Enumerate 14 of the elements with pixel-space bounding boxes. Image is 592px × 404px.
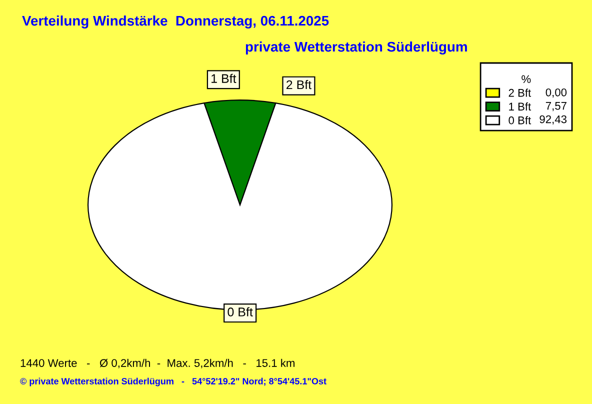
legend-label: 0 Bft (508, 116, 532, 124)
data-label: 92,43 (540, 115, 567, 125)
data-label: 7,57 (546, 102, 566, 112)
text: © private Wetterstation Süderlügum - 54°52'19.2" Nord; 8°54'45.1"Ost (20, 378, 326, 386)
slice-label: 1 Bft (212, 74, 236, 83)
chart-title: Verteilung Windstärke Donnerstag, 06.11.2025 (22, 15, 329, 29)
legend-title: % (522, 75, 531, 84)
category-label: 2 Bft (286, 80, 312, 90)
text: 0,00 (546, 88, 567, 98)
text: 1440 Werte - Ø 0,2km/h - Max. 5,2km/h - 15.1 km (20, 358, 294, 368)
chart-subtitle: private Wetterstation Süderlügum (246, 41, 467, 55)
slice-label: 0 Bft (228, 307, 253, 316)
legend-label: 2 Bft (508, 88, 532, 97)
legend-label: 1 Bft (509, 102, 532, 111)
